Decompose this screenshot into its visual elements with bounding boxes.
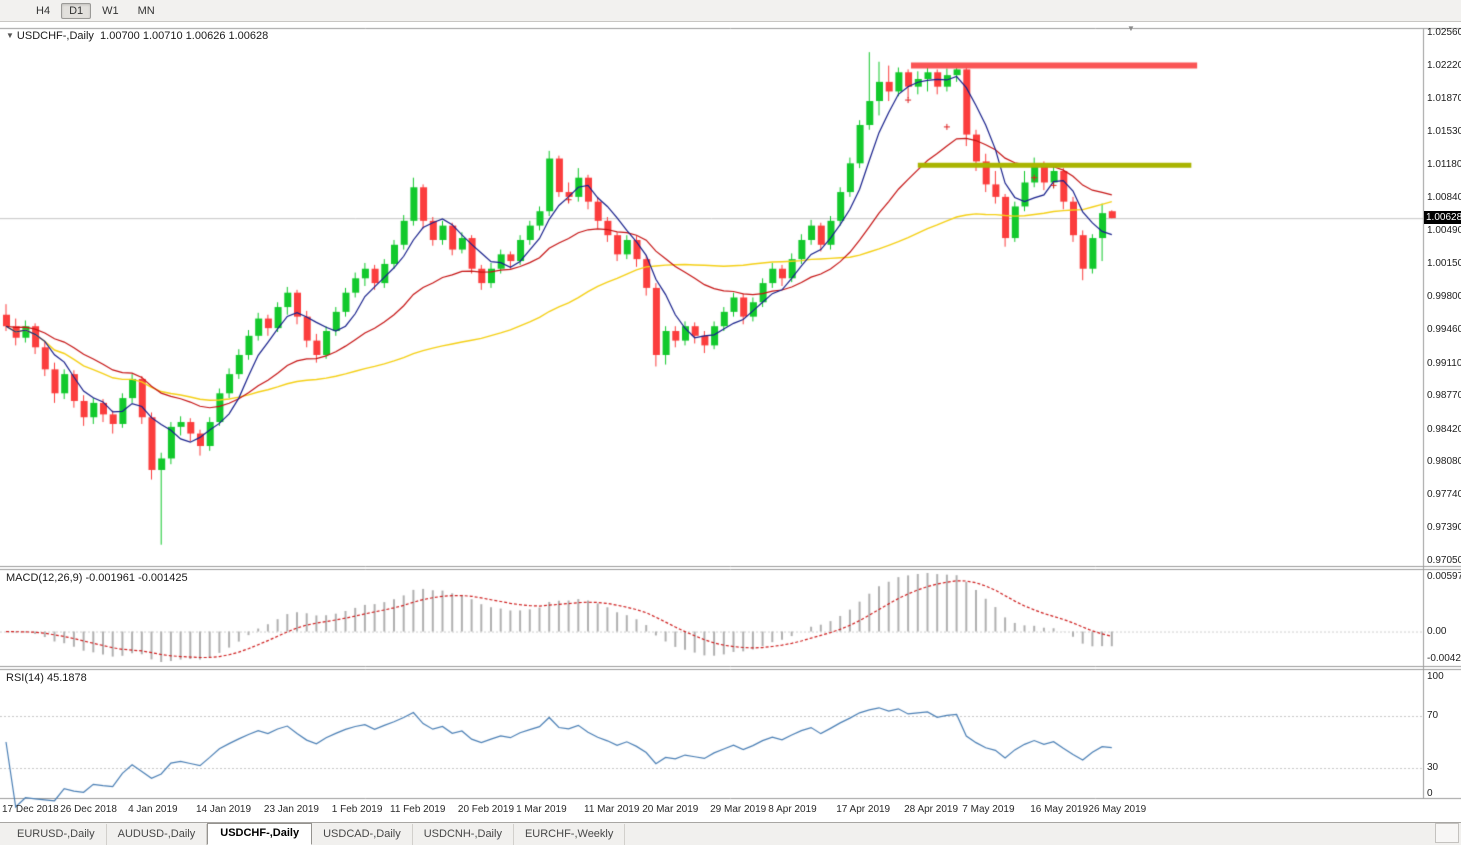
shift-marker-icon[interactable]: ▼ bbox=[1127, 24, 1135, 33]
chart-tab-usdchfdaily[interactable]: USDCHF-,Daily bbox=[207, 823, 313, 845]
chart-tab-eurchfweekly[interactable]: EURCHF-,Weekly bbox=[514, 824, 626, 845]
chart-tab-audusddaily[interactable]: AUDUSD-,Daily bbox=[107, 824, 208, 845]
date-tick-label: 20 Mar 2019 bbox=[642, 804, 699, 815]
price-tick-label: 0.97740 bbox=[1427, 488, 1461, 500]
price-tick-label: 0.99800 bbox=[1427, 291, 1461, 303]
price-tick-label: 1.01530 bbox=[1427, 125, 1461, 137]
chart-tabs: EURUSD-,Daily AUDUSD-,Daily USDCHF-,Daily U… bbox=[0, 822, 1461, 845]
price-tick-label: 1.02220 bbox=[1427, 59, 1461, 71]
timeframe-button-w1[interactable]: W1 bbox=[102, 4, 119, 17]
date-tick-label: 20 Feb 2019 bbox=[457, 804, 515, 815]
timeframe-button-d1[interactable]: D1 bbox=[61, 2, 92, 19]
price-tick-label: 0.98770 bbox=[1427, 390, 1461, 402]
chart-tab-eurusddaily[interactable]: EURUSD-,Daily bbox=[6, 824, 107, 845]
price-tick-label: 0.99460 bbox=[1427, 324, 1461, 336]
chart-tab-usdcnhdaily[interactable]: USDCNH-,Daily bbox=[413, 824, 514, 845]
price-tick-label: 0.97390 bbox=[1427, 522, 1461, 534]
macd-tick-label: -0.004243 bbox=[1427, 653, 1461, 664]
current-price-tag: 1.00628 bbox=[1424, 211, 1461, 225]
price-tick-label: 1.01180 bbox=[1427, 159, 1461, 171]
date-tick-label: 1 Mar 2019 bbox=[516, 804, 567, 815]
price-tick-label: 1.00150 bbox=[1427, 257, 1461, 269]
date-tick-label: 8 Apr 2019 bbox=[768, 804, 817, 815]
date-tick-label: 7 May 2019 bbox=[962, 804, 1015, 815]
timeframe-toolbar: H4 D1 W1 MN bbox=[0, 0, 1461, 22]
price-tick-label: 1.01870 bbox=[1427, 93, 1461, 105]
collapse-arrow-icon[interactable]: ▼ bbox=[6, 31, 14, 40]
rsi-tick-label: 70 bbox=[1427, 710, 1439, 721]
date-tick-label: 17 Apr 2019 bbox=[836, 804, 891, 815]
price-tick-label: 1.00840 bbox=[1427, 191, 1461, 203]
timeframe-button-h4[interactable]: H4 bbox=[36, 4, 51, 17]
date-tick-label: 11 Mar 2019 bbox=[584, 804, 640, 815]
price-tick-label: 0.98420 bbox=[1427, 423, 1461, 435]
date-tick-label: 16 May 2019 bbox=[1030, 804, 1089, 815]
date-tick-label: 26 Dec 2018 bbox=[60, 804, 117, 815]
date-tick-label: 23 Jan 2019 bbox=[263, 804, 319, 815]
price-tick-label: 0.97050 bbox=[1427, 555, 1461, 566]
macd-label: MACD(12,26,9) -0.001961 -0.001425 bbox=[6, 572, 188, 584]
macd-tick-label: 0.00597 bbox=[1427, 571, 1461, 582]
date-tick-label: 26 May 2019 bbox=[1088, 804, 1147, 815]
symbol-ohlc-text: USDCHF-,Daily 1.00700 1.00710 1.00626 1.… bbox=[16, 30, 269, 42]
price-tick-label: 0.99110 bbox=[1427, 357, 1461, 369]
rsi-tick-label: 30 bbox=[1427, 762, 1439, 773]
date-tick-label: 28 Apr 2019 bbox=[904, 804, 959, 815]
rsi-label: RSI(14) 45.1878 bbox=[6, 672, 87, 684]
macd-tick-label: 0.00 bbox=[1427, 625, 1447, 637]
price-tick-label: 0.98080 bbox=[1427, 456, 1461, 468]
price-tick-label: 1.02560 bbox=[1427, 27, 1461, 38]
date-tick-label: 17 Dec 2018 bbox=[2, 804, 59, 815]
date-tick-label: 14 Jan 2019 bbox=[196, 804, 252, 815]
chart-symbol-label: ▼ USDCHF-,Daily 1.00700 1.00710 1.00626 1… bbox=[6, 30, 268, 42]
date-tick-label: 29 Mar 2019 bbox=[710, 804, 767, 815]
date-tick-label: 4 Jan 2019 bbox=[128, 804, 178, 815]
chart-tab-usdcaddaily[interactable]: USDCAD-,Daily bbox=[312, 824, 413, 845]
tab-scroll-corner[interactable] bbox=[1435, 823, 1459, 843]
rsi-tick-label: 0 bbox=[1427, 788, 1433, 799]
price-tick-label: 1.00490 bbox=[1427, 225, 1461, 237]
timeframe-button-mn[interactable]: MN bbox=[137, 4, 155, 17]
date-tick-label: 1 Feb 2019 bbox=[331, 804, 383, 815]
rsi-tick-label: 100 bbox=[1427, 671, 1444, 682]
date-tick-label: 11 Feb 2019 bbox=[390, 804, 446, 815]
